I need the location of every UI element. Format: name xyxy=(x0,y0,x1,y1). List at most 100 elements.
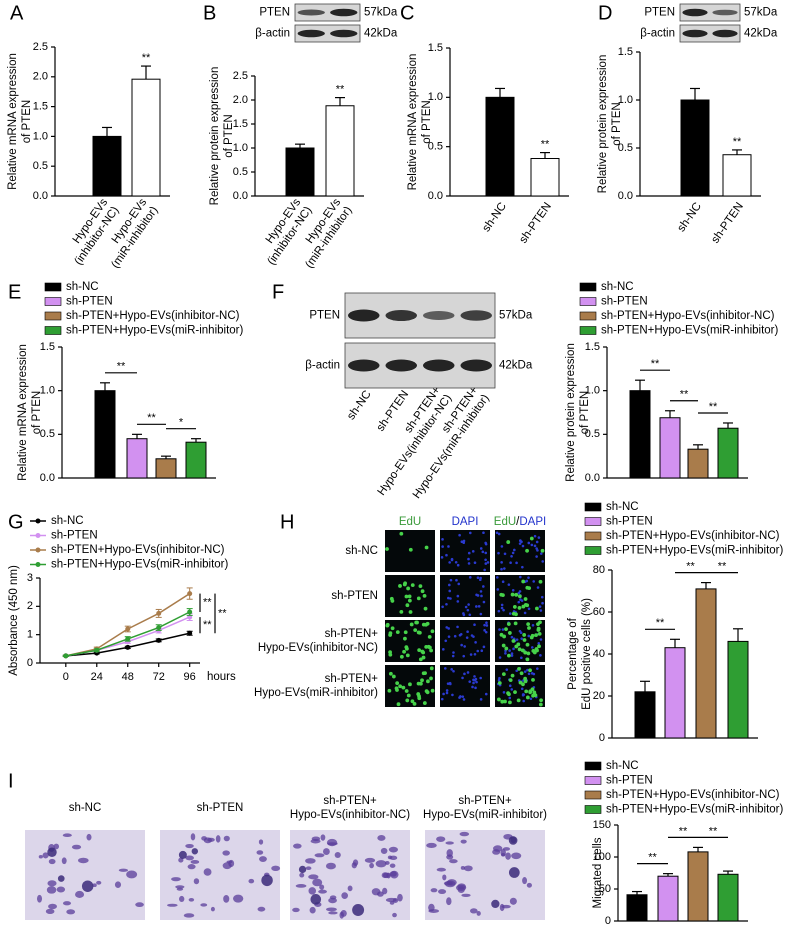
migrated-cell xyxy=(461,893,471,897)
pore xyxy=(298,865,307,874)
migrated-cell xyxy=(42,852,49,859)
nucleus xyxy=(451,654,455,658)
legend-label: sh-PTEN+Hypo-EVs(inhibitor-NC) xyxy=(606,530,780,542)
bar xyxy=(717,873,739,922)
migrated-cell xyxy=(511,852,522,860)
blot-label: β-actin xyxy=(640,28,675,40)
point xyxy=(125,644,131,650)
nucleus xyxy=(445,553,448,557)
image-label: sh-PTEN xyxy=(197,802,244,814)
legend-label: sh-PTEN+Hypo-EVs(inhibitor-NC) xyxy=(601,310,775,322)
y-tick-label: 0.0 xyxy=(233,190,248,202)
nucleus xyxy=(447,596,450,600)
text-line: Relative mRNA expression xyxy=(407,54,419,191)
migrated-cell xyxy=(380,847,388,855)
migrated-cell xyxy=(492,849,501,855)
nucleus xyxy=(519,631,523,635)
nucleus xyxy=(448,583,451,587)
edu-cell xyxy=(405,646,409,651)
edu-cell xyxy=(532,690,537,695)
y-axis-label: Migrated cells xyxy=(592,837,604,908)
migrated-cell xyxy=(389,901,395,905)
edu-cell xyxy=(503,699,507,704)
y-tick-label: 1.0 xyxy=(33,130,48,142)
nucleus xyxy=(480,594,483,598)
nucleus xyxy=(447,545,450,548)
x-tick-label: sh-PTEN xyxy=(709,201,746,246)
nucleus xyxy=(458,533,461,537)
bar xyxy=(680,99,710,197)
nucleus xyxy=(440,697,444,701)
edu-cell xyxy=(405,698,410,703)
legend-swatch xyxy=(579,311,597,321)
nucleus xyxy=(462,654,466,658)
nucleus xyxy=(472,681,475,685)
bar xyxy=(485,96,515,197)
nucleus xyxy=(449,578,453,582)
text-line: sh-PTEN+ xyxy=(323,795,377,807)
nucleus xyxy=(510,654,514,657)
nucleus xyxy=(456,600,460,603)
bar xyxy=(94,390,116,479)
nucleus xyxy=(445,691,449,695)
migrated-cell xyxy=(53,843,60,850)
y-axis-label: Relative mRNA expression of PTEN xyxy=(407,54,433,191)
pore xyxy=(352,904,365,916)
nucleus xyxy=(456,563,460,567)
edu-cell xyxy=(398,584,402,588)
point xyxy=(156,637,162,643)
edu-cell xyxy=(526,622,531,626)
nucleus xyxy=(467,557,470,561)
nucleus xyxy=(537,642,541,645)
legend-marker xyxy=(35,533,41,538)
bar xyxy=(530,158,560,197)
edu-cell xyxy=(527,626,531,630)
nucleus xyxy=(496,588,500,591)
nucleus xyxy=(447,635,451,638)
nucleus xyxy=(441,545,444,548)
y-tick-label: 1.0 xyxy=(428,91,443,103)
edu-cell xyxy=(514,592,519,597)
migrated-cell xyxy=(295,884,307,888)
lane-label: sh-PTEN+Hypo-EVs(inhibitor-NC) xyxy=(364,384,454,497)
legend-swatch xyxy=(584,805,602,814)
significance: ** xyxy=(147,412,156,424)
y-tick-label: 1 xyxy=(27,629,33,641)
bar xyxy=(695,588,717,739)
nucleus xyxy=(500,561,503,564)
image-label: sh-PTEN+ Hypo-EVs(inhibitor-NC) xyxy=(290,795,410,821)
edu-cell xyxy=(525,548,529,553)
edu-cell xyxy=(527,586,532,590)
blot-label: β-actin xyxy=(305,360,340,372)
row-label: sh-PTEN+ Hypo-EVs(miR-inhibitor) xyxy=(254,673,378,699)
bar xyxy=(664,647,686,739)
nucleus xyxy=(473,561,477,565)
legend-label: sh-NC xyxy=(606,501,639,513)
panel-letter: C xyxy=(400,2,414,24)
blot-band xyxy=(460,359,492,372)
edu-cell xyxy=(395,630,400,635)
edu-cell xyxy=(516,698,521,703)
legend-label: sh-PTEN+Hypo-EVs(inhibitor-NC) xyxy=(51,544,225,556)
nucleus xyxy=(500,603,504,607)
edu-cell xyxy=(526,651,531,656)
migrated-cell xyxy=(340,910,347,917)
migrated-cell xyxy=(305,858,316,864)
migrated-cell xyxy=(309,906,316,914)
edu-cell xyxy=(528,690,533,695)
legend-swatch xyxy=(584,531,602,541)
point xyxy=(187,591,193,597)
y-tick-label: 80 xyxy=(593,564,605,576)
significance: ** xyxy=(541,138,550,150)
legend-label: sh-PTEN xyxy=(51,530,98,542)
nucleus xyxy=(485,621,488,624)
edu-cell xyxy=(511,639,516,643)
edu-cell xyxy=(403,581,408,586)
text-line: of PTEN xyxy=(421,100,433,143)
blot-strip xyxy=(679,24,741,43)
nucleus xyxy=(520,687,524,691)
y-tick-label: 1.5 xyxy=(585,341,600,353)
legend-swatch xyxy=(44,311,62,321)
x-tick-label: sh-NC xyxy=(480,201,509,235)
